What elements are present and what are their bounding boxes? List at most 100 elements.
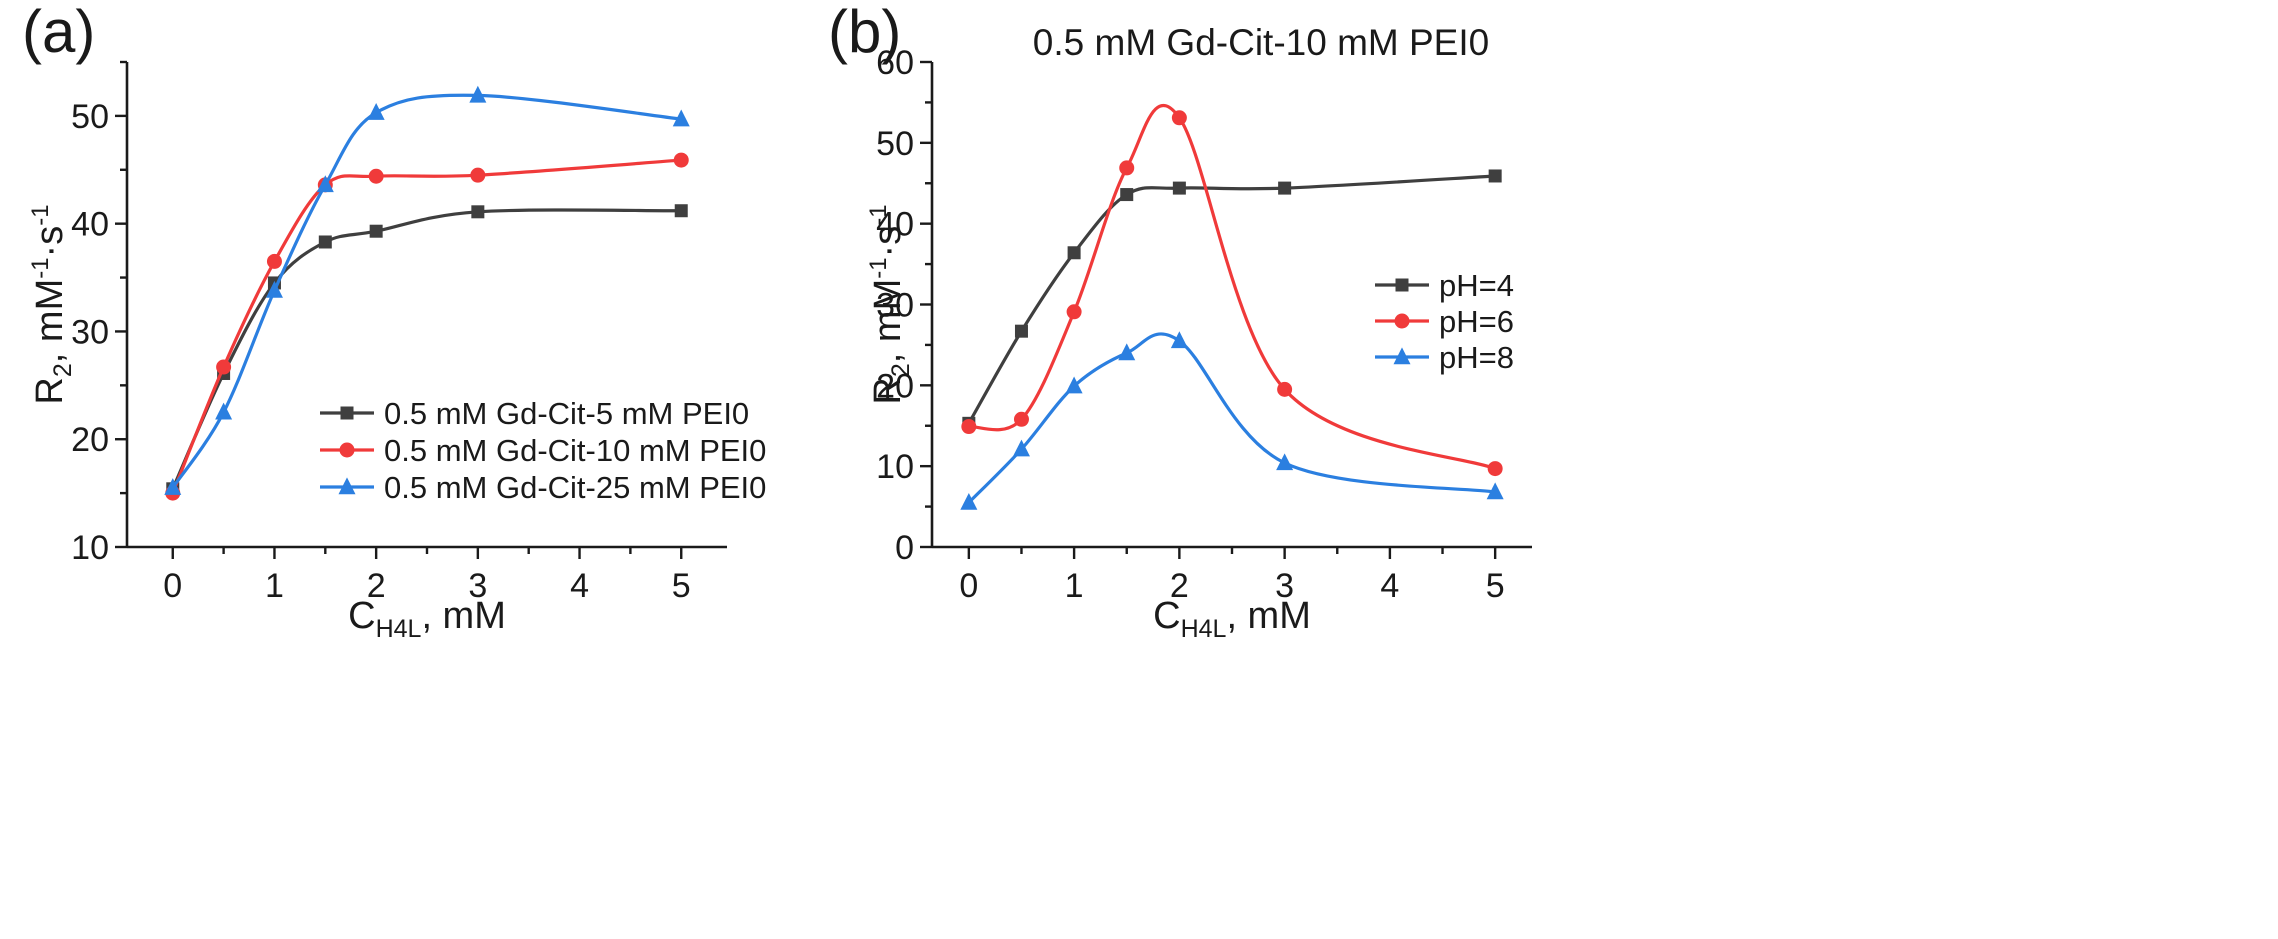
data-point <box>1012 439 1030 457</box>
y-axis-title: R2, mM-1·s-1 <box>865 204 915 404</box>
y-axis-title-unit-s: ·s <box>867 226 909 258</box>
data-point <box>367 103 385 120</box>
data-point <box>369 224 383 238</box>
data-point <box>1278 181 1292 195</box>
x-axis-title-main: C <box>1153 595 1180 637</box>
legend-marker <box>1395 278 1409 292</box>
y-axis-title-main: R <box>29 377 71 404</box>
legend-item: pH=6 <box>1375 304 1514 339</box>
y-axis-title-superscript: -1 <box>27 204 54 225</box>
data-point <box>164 478 182 495</box>
x-axis-title: CH4L, mM <box>1153 595 1311 643</box>
y-axis-title: R2, mM-1·s-1 <box>27 204 77 404</box>
data-point <box>470 167 486 183</box>
y-axis-title-main: R <box>867 377 909 404</box>
data-point <box>265 280 283 298</box>
x-tick-label: 2 <box>367 567 386 605</box>
y-tick-label: 20 <box>876 367 914 405</box>
x-axis-title-subscript: H4L <box>376 615 422 643</box>
series-line <box>968 103 1496 471</box>
x-axis-title: CH4L, mM <box>348 595 506 643</box>
legend-label: 0.5 mM Gd-Cit-5 mM PEI0 <box>384 396 749 431</box>
y-tick-label: 10 <box>71 529 109 567</box>
y-axis-title-unit: , mM <box>29 279 71 363</box>
data-point <box>1488 169 1502 183</box>
legend-item: pH=8 <box>1375 340 1514 375</box>
y-tick-label: 30 <box>71 313 109 351</box>
x-axis-title-main: C <box>348 595 375 637</box>
y-tick-label: 60 <box>876 44 914 82</box>
data-point <box>1276 453 1294 471</box>
data-point <box>1066 304 1082 320</box>
y-axis-title-subscript: 2 <box>887 363 915 377</box>
y-axis-title-superscript: -1 <box>865 204 892 225</box>
data-point <box>673 152 689 168</box>
y-axis-title-superscript: -1 <box>27 257 54 278</box>
data-point <box>674 204 688 218</box>
legend-label: pH=8 <box>1439 340 1514 375</box>
y-axis-title-subscript: 2 <box>49 363 77 377</box>
data-point <box>216 359 232 375</box>
data-point <box>1486 482 1504 500</box>
legend-marker <box>340 406 354 420</box>
data-point <box>266 253 282 269</box>
data-point <box>1487 461 1503 477</box>
y-tick-label: 10 <box>876 448 914 486</box>
data-point <box>469 85 487 103</box>
series-2 <box>961 103 1503 477</box>
legend-label: pH=4 <box>1439 268 1514 303</box>
data-point <box>960 492 978 510</box>
data-point <box>1277 381 1293 397</box>
chart-title: 0.5 mM Gd-Cit-10 mM PEI0 <box>1033 22 1489 63</box>
data-point <box>672 109 690 127</box>
legend-item: 0.5 mM Gd-Cit-25 mM PEI0 <box>320 470 766 505</box>
x-tick-label: 4 <box>570 567 589 605</box>
data-point <box>1067 246 1081 260</box>
legend-item: 0.5 mM Gd-Cit-10 mM PEI0 <box>320 433 766 468</box>
y-axis-title-unit: , mM <box>867 279 909 363</box>
y-axis-title-superscript: -1 <box>865 257 892 278</box>
data-point <box>1171 110 1187 126</box>
legend-marker <box>339 442 355 458</box>
y-tick-label: 50 <box>71 98 109 136</box>
x-tick-label: 3 <box>1275 567 1294 605</box>
legend-item: pH=4 <box>1375 268 1514 303</box>
x-axis-title-suffix: , mM <box>421 595 505 637</box>
x-tick-label: 1 <box>265 567 284 605</box>
legend-label: pH=6 <box>1439 304 1514 339</box>
y-tick-label: 40 <box>876 206 914 244</box>
x-tick-label: 0 <box>959 567 978 605</box>
series-3 <box>164 85 690 495</box>
data-point <box>1119 160 1135 176</box>
series-3 <box>960 331 1504 510</box>
x-tick-label: 3 <box>468 567 487 605</box>
data-point <box>1172 181 1186 195</box>
legend: pH=4pH=6pH=8 <box>1375 268 1514 375</box>
data-point <box>471 205 485 219</box>
data-point <box>215 402 233 420</box>
x-tick-label: 1 <box>1065 567 1084 605</box>
x-tick-label: 5 <box>672 567 691 605</box>
data-point <box>1065 376 1083 394</box>
series-line <box>967 332 1496 504</box>
data-point <box>1170 331 1188 349</box>
data-point <box>1013 411 1029 427</box>
series-line <box>967 174 1496 425</box>
series-1 <box>962 169 1502 430</box>
y-tick-label: 40 <box>71 206 109 244</box>
panel-label: (a) <box>22 0 95 65</box>
x-tick-label: 0 <box>163 567 182 605</box>
x-tick-label: 2 <box>1170 567 1189 605</box>
y-axis-title-unit-s: ·s <box>29 226 71 258</box>
legend-marker <box>1393 347 1411 365</box>
x-tick-label: 5 <box>1486 567 1505 605</box>
data-point <box>961 419 977 435</box>
x-tick-label: 4 <box>1380 567 1399 605</box>
y-tick-label: 0 <box>895 529 914 567</box>
y-tick-label: 50 <box>876 125 914 163</box>
x-axis-title-suffix: , mM <box>1226 595 1310 637</box>
